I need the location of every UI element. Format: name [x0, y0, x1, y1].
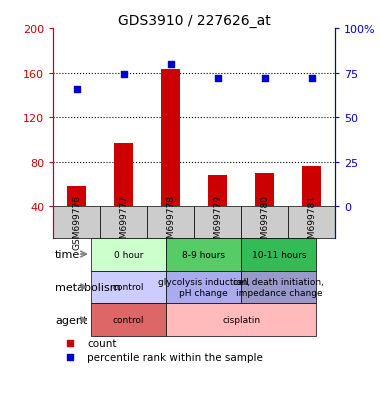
Bar — [100, 207, 147, 238]
Bar — [208, 176, 227, 207]
Text: GSM699776: GSM699776 — [72, 195, 81, 250]
Text: cell death initiation,
impedance change: cell death initiation, impedance change — [234, 278, 324, 297]
Point — [67, 340, 73, 347]
Text: metabolism: metabolism — [55, 282, 121, 292]
Title: GDS3910 / 227626_at: GDS3910 / 227626_at — [118, 14, 271, 28]
Bar — [194, 207, 241, 238]
Text: 0 hour: 0 hour — [114, 250, 143, 259]
Bar — [166, 271, 241, 304]
Text: glycolysis induction,
pH change: glycolysis induction, pH change — [158, 278, 250, 297]
Bar — [114, 143, 133, 207]
Bar — [162, 70, 180, 207]
Text: GSM699781: GSM699781 — [307, 195, 316, 250]
Text: GSM699779: GSM699779 — [213, 195, 222, 250]
Bar — [91, 271, 166, 304]
Bar — [166, 238, 241, 271]
Text: percentile rank within the sample: percentile rank within the sample — [87, 352, 263, 362]
Bar — [241, 238, 317, 271]
Text: 8-9 hours: 8-9 hours — [182, 250, 225, 259]
Point — [309, 76, 315, 82]
Point — [262, 76, 268, 82]
Text: 10-11 hours: 10-11 hours — [251, 250, 306, 259]
Text: control: control — [113, 283, 144, 292]
Text: count: count — [87, 338, 117, 348]
Bar — [91, 238, 166, 271]
Bar — [91, 304, 166, 337]
Bar — [255, 173, 274, 207]
Bar — [241, 271, 317, 304]
Text: GSM699778: GSM699778 — [166, 195, 175, 250]
Bar — [166, 304, 317, 337]
Bar — [288, 207, 335, 238]
Text: cisplatin: cisplatin — [222, 316, 260, 325]
Text: GSM699780: GSM699780 — [260, 195, 269, 250]
Bar — [241, 207, 288, 238]
Text: GSM699777: GSM699777 — [119, 195, 128, 250]
Text: control: control — [113, 316, 144, 325]
Text: agent: agent — [55, 315, 88, 325]
Point — [67, 354, 73, 360]
Point — [74, 86, 80, 93]
Point — [121, 72, 127, 78]
Point — [168, 61, 174, 68]
Text: time: time — [55, 249, 80, 259]
Bar — [303, 167, 321, 207]
Bar — [67, 187, 86, 207]
Bar — [147, 207, 194, 238]
Point — [215, 76, 221, 82]
Bar — [53, 207, 100, 238]
